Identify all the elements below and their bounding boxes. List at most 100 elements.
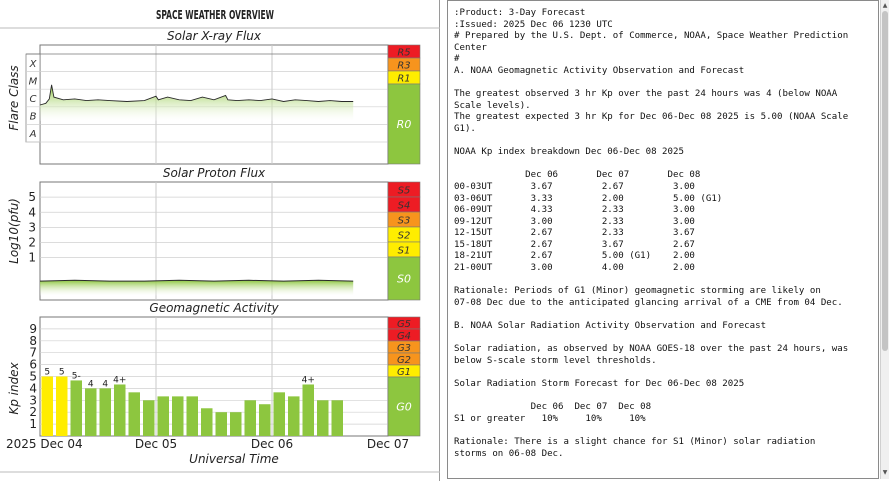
- class-label: M: [29, 76, 38, 87]
- forecast-line: 12-15UT 2.67 2.33 3.67: [454, 228, 695, 239]
- forecast-line: :Issued: 2025 Dec 06 1230 UTC: [454, 19, 613, 30]
- scrollbar[interactable]: ▲ ▼: [880, 0, 889, 479]
- panel-title: Geomagnetic Activity: [149, 301, 279, 315]
- forecast-line: Solar radiation, as observed by NOAA GOE…: [454, 344, 849, 355]
- kp-tick-label: 4: [29, 381, 37, 395]
- kp-tick-label: 8: [29, 334, 37, 348]
- forecast-line: 15-18UT 2.67 3.67 2.67: [454, 239, 695, 250]
- kp-bar-label: 5: [59, 368, 65, 378]
- scale-label: S4: [398, 201, 411, 212]
- kp-bar-label: 4+: [113, 375, 126, 385]
- scale-band: [387, 256, 421, 301]
- class-label: C: [30, 94, 37, 105]
- kp-bar: [99, 388, 111, 436]
- class-label: A: [29, 129, 37, 140]
- scale-label: R5: [397, 48, 410, 59]
- panel-title: Solar Proton Flux: [163, 166, 266, 180]
- kp-bar: [288, 396, 300, 436]
- kp-tick-label: 6: [29, 358, 37, 372]
- kp-bar: [186, 396, 198, 436]
- forecast-line: below S-scale storm level thresholds.: [454, 355, 657, 366]
- scale-label: S3: [398, 216, 411, 227]
- overview-chart: SPACE WEATHER OVERVIEW Solar X-ray Flux XM…: [0, 8, 440, 473]
- scrollbar-thumb[interactable]: [882, 11, 888, 351]
- forecast-line: Dec 06 Dec 07 Dec 08: [454, 402, 652, 413]
- kp-bar: [85, 388, 97, 436]
- forecast-panel[interactable]: :Product: 3-Day Forecast :Issued: 2025 D…: [447, 0, 890, 481]
- forecast-line: 09-12UT 3.00 2.33 3.00: [454, 216, 695, 227]
- proton-tick-label: 2: [28, 236, 36, 250]
- kp-bar: [128, 392, 140, 436]
- forecast-line: NOAA Kp index breakdown Dec 06-Dec 08 20…: [454, 147, 684, 158]
- kp-ylabel: Kp index: [7, 361, 21, 414]
- forecast-line: The greatest observed 3 hr Kp over the p…: [454, 89, 838, 100]
- scale-label: G1: [397, 367, 411, 378]
- forecast-line: storms on 06-08 Dec.: [454, 448, 564, 459]
- forecast-line: S1 or greater 10% 10% 10%: [454, 413, 646, 424]
- forecast-line: Rationale: Periods of G1 (Minor) geomagn…: [454, 286, 821, 297]
- scroll-down-arrow-icon[interactable]: ▼: [882, 469, 888, 476]
- proton-flux-area: [40, 280, 354, 296]
- kp-tick-label: 3: [29, 393, 37, 407]
- kp-bar: [317, 400, 329, 436]
- kp-bar: [70, 380, 82, 436]
- scale-label: S2: [398, 231, 411, 242]
- scale-label: G0: [396, 401, 412, 414]
- scale-label: S1: [398, 246, 411, 257]
- proton-tick-label: 3: [28, 220, 36, 234]
- proton-tick-label: 1: [28, 251, 36, 265]
- date-label: Dec 07: [367, 437, 409, 451]
- scale-band: [387, 376, 421, 437]
- scale-label: G5: [397, 319, 411, 330]
- kp-bar: [230, 412, 242, 436]
- forecast-line: 21-00UT 3.00 4.00 2.00: [454, 263, 695, 274]
- kp-bar: [331, 400, 343, 436]
- scale-label: G3: [397, 343, 411, 354]
- forecast-line: 03-06UT 3.33 2.00 5.00 (G1): [454, 193, 723, 204]
- scale-label: G4: [397, 331, 411, 342]
- kp-bar-label: 4: [102, 379, 108, 389]
- kp-bar: [302, 384, 314, 436]
- kp-bar-label: 5: [44, 368, 50, 378]
- class-label: B: [30, 112, 37, 123]
- forecast-line: Center: [454, 42, 487, 53]
- forecast-line: Solar Radiation Storm Forecast for Dec 0…: [454, 379, 745, 389]
- kp-bar: [157, 396, 169, 436]
- proton-tick-label: 5: [28, 190, 36, 204]
- scale-label: S5: [398, 186, 411, 197]
- scale-label: G2: [397, 355, 411, 366]
- kp-bar-label: 5-: [72, 371, 81, 381]
- proton-ylabel: Log10(pfu): [7, 198, 21, 264]
- forecast-line: A. NOAA Geomagnetic Activity Observation…: [454, 65, 745, 76]
- forecast-line: 18-21UT 2.67 5.00 (G1) 2.00: [454, 251, 695, 262]
- kp-bar: [172, 396, 184, 436]
- xray-ylabel: Flare Class: [7, 65, 21, 130]
- forecast-line: Scale levels).: [454, 100, 531, 111]
- kp-bar: [41, 376, 53, 436]
- forecast-line: 07-08 Dec due to the anticipated glancin…: [454, 297, 843, 308]
- forecast-line: :Product: 3-Day Forecast: [454, 8, 586, 18]
- forecast-line: #: [454, 54, 460, 65]
- proton-tick-label: 4: [28, 205, 36, 219]
- kp-bar: [215, 412, 227, 436]
- forecast-line: G1).: [454, 123, 476, 134]
- kp-bar: [56, 376, 68, 436]
- kp-bar: [273, 392, 285, 436]
- forecast-line: 06-09UT 4.33 2.33 3.00: [454, 205, 695, 216]
- forecast-text-box[interactable]: :Product: 3-Day Forecast :Issued: 2025 D…: [447, 0, 879, 479]
- kp-bar-label: 4+: [302, 375, 315, 385]
- xaxis-title: Universal Time: [189, 452, 279, 466]
- scale-label: R3: [397, 61, 410, 72]
- panel-title: Solar X-ray Flux: [167, 29, 262, 43]
- kp-tick-label: 7: [29, 346, 37, 360]
- kp-tick-label: 5: [29, 370, 37, 384]
- forecast-text: :Product: 3-Day Forecast :Issued: 2025 D…: [448, 1, 878, 460]
- space-weather-overview-panel: SPACE WEATHER OVERVIEW Solar X-ray Flux X M…: [0, 0, 440, 481]
- kp-bar: [143, 400, 155, 436]
- scale-label: R0: [397, 118, 412, 131]
- scroll-up-arrow-icon[interactable]: ▲: [882, 2, 888, 9]
- forecast-line: Rationale: There is a slight chance for …: [454, 436, 816, 447]
- forecast-line: The greatest expected 3 hr Kp for Dec 06…: [454, 112, 849, 123]
- kp-bar: [259, 404, 271, 436]
- date-label: Dec 06: [251, 437, 293, 451]
